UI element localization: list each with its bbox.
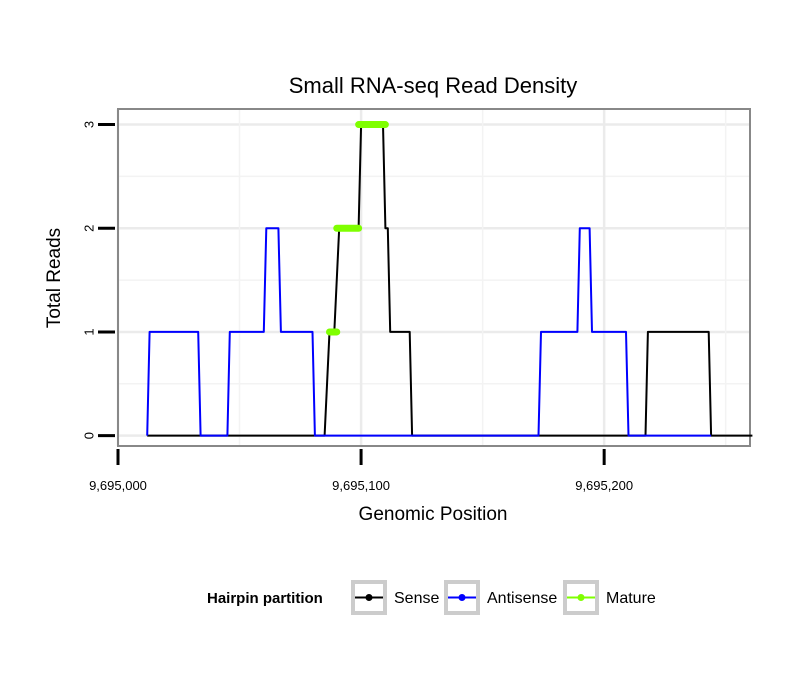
legend-item-mature: Mature [563,580,656,615]
legend-item-antisense: Antisense [444,580,557,615]
y-tick-label: 3 [82,121,97,128]
chart-title: Small RNA-seq Read Density [289,73,578,98]
legend-label: Antisense [487,590,557,607]
grid [116,109,750,446]
legend-item-sense: Sense [351,580,439,615]
y-tick-label: 0 [82,432,97,439]
x-tick-label: 9,695,100 [332,478,390,493]
y-tick-label: 2 [82,225,97,232]
y-tick-label: 1 [82,328,97,335]
legend-key-point [458,594,466,601]
series-layer [146,121,753,437]
legend-key-point [577,594,585,601]
legend-title: Hairpin partition [207,590,323,607]
legend-label: Mature [606,590,656,607]
x-tick-label: 9,695,200 [575,478,633,493]
axes: 0 1 2 3 9,695,000 9,695,100 9,695,200 [82,121,634,493]
legend-label: Sense [394,590,439,607]
x-tick-label: 9,695,000 [89,478,147,493]
x-axis-title: Genomic Position [359,504,508,525]
series-line-antisense [146,227,712,437]
legend-key-point [365,594,373,601]
legend: Hairpin partition Sense Antisense Mature [207,580,656,615]
plot-border [117,108,751,447]
y-axis-title: Total Reads [44,228,65,328]
